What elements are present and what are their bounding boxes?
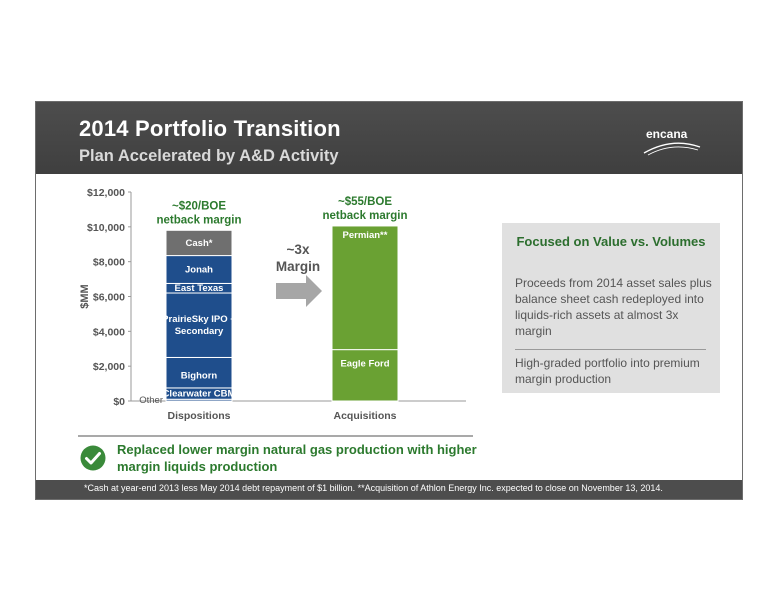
dispositions-label: Cash* — [186, 238, 213, 249]
dispositions-label: Bighorn — [181, 370, 218, 381]
dispositions-margin-annotation-line: ~$20/BOE — [172, 200, 226, 212]
footnote: *Cash at year-end 2013 less May 2014 deb… — [84, 483, 663, 493]
page-subtitle: Plan Accelerated by A&D Activity — [79, 147, 339, 165]
logo-swoosh-icon — [643, 142, 701, 156]
dispositions-segment — [165, 229, 233, 257]
slide: 2014 Portfolio Transition Plan Accelerat… — [35, 101, 743, 500]
callout-text: Replaced lower margin natural gas produc… — [117, 442, 477, 474]
x-category-label: Acquisitions — [333, 410, 396, 422]
y-tick-label: $0 — [113, 396, 125, 408]
callout-divider — [78, 435, 473, 437]
dispositions-label-line: Secondary — [175, 326, 224, 337]
y-tick-label: $4,000 — [93, 326, 125, 338]
checkmark-icon — [80, 445, 106, 471]
focus-point-portfolio: High-graded portfolio into premium margi… — [515, 356, 700, 386]
acquisitions-label: Permian** — [343, 230, 388, 241]
dispositions-segment — [165, 356, 233, 389]
focus-divider — [515, 349, 706, 350]
arrow-label-line: ~3x — [287, 242, 310, 257]
arrow-label: ~3x Margin — [276, 242, 320, 274]
acquisitions-segment — [331, 225, 399, 351]
dispositions-label: PrairieSky IPO + Secondary — [162, 314, 236, 337]
y-axis-label: $MM — [79, 284, 91, 308]
focus-box: Focused on Value vs. Volumes Proceeds fr… — [502, 223, 720, 393]
footer-bar: *Cash at year-end 2013 less May 2014 deb… — [36, 480, 742, 499]
y-tick-label: $2,000 — [93, 361, 125, 373]
header-banner: 2014 Portfolio Transition Plan Accelerat… — [36, 102, 742, 174]
dispositions-margin-annotation: ~$20/BOE netback margin — [157, 200, 242, 226]
acquisitions-margin-annotation: ~$55/BOE netback margin — [323, 196, 408, 222]
dispositions-label: Other — [139, 395, 163, 406]
y-tick-label: $12,000 — [87, 187, 125, 199]
acquisitions-segment — [331, 349, 399, 402]
focus-box-title: Focused on Value vs. Volumes — [516, 234, 706, 249]
x-category-label: Dispositions — [167, 410, 230, 422]
logo-text: encana — [646, 127, 688, 141]
dispositions-label: Jonah — [185, 265, 213, 276]
arrow-label-line: Margin — [276, 259, 320, 274]
y-tick-label: $10,000 — [87, 222, 125, 234]
page-title: 2014 Portfolio Transition — [79, 116, 341, 141]
y-tick-label: $8,000 — [93, 257, 125, 269]
dispositions-segment — [165, 292, 233, 358]
acquisitions-margin-annotation-line: netback margin — [323, 210, 408, 222]
focus-point-proceeds: Proceeds from 2014 asset sales plus bala… — [515, 276, 712, 338]
dispositions-label-line: PrairieSky IPO + — [162, 314, 236, 325]
acquisitions-margin-annotation-line: ~$55/BOE — [338, 196, 392, 208]
right-arrow-icon — [276, 275, 322, 307]
dispositions-label: East Texas — [175, 283, 224, 294]
portfolio-chart: $0 $2,000 $4,000 $6,000 $8,000 $10,000 $12,000… — [79, 187, 466, 422]
encana-logo: encana — [642, 124, 702, 158]
dispositions-label: Clearwater CBM — [163, 389, 236, 400]
y-tick-label: $6,000 — [93, 292, 125, 304]
acquisitions-label: Eagle Ford — [340, 359, 389, 370]
dispositions-margin-annotation-line: netback margin — [157, 214, 242, 226]
